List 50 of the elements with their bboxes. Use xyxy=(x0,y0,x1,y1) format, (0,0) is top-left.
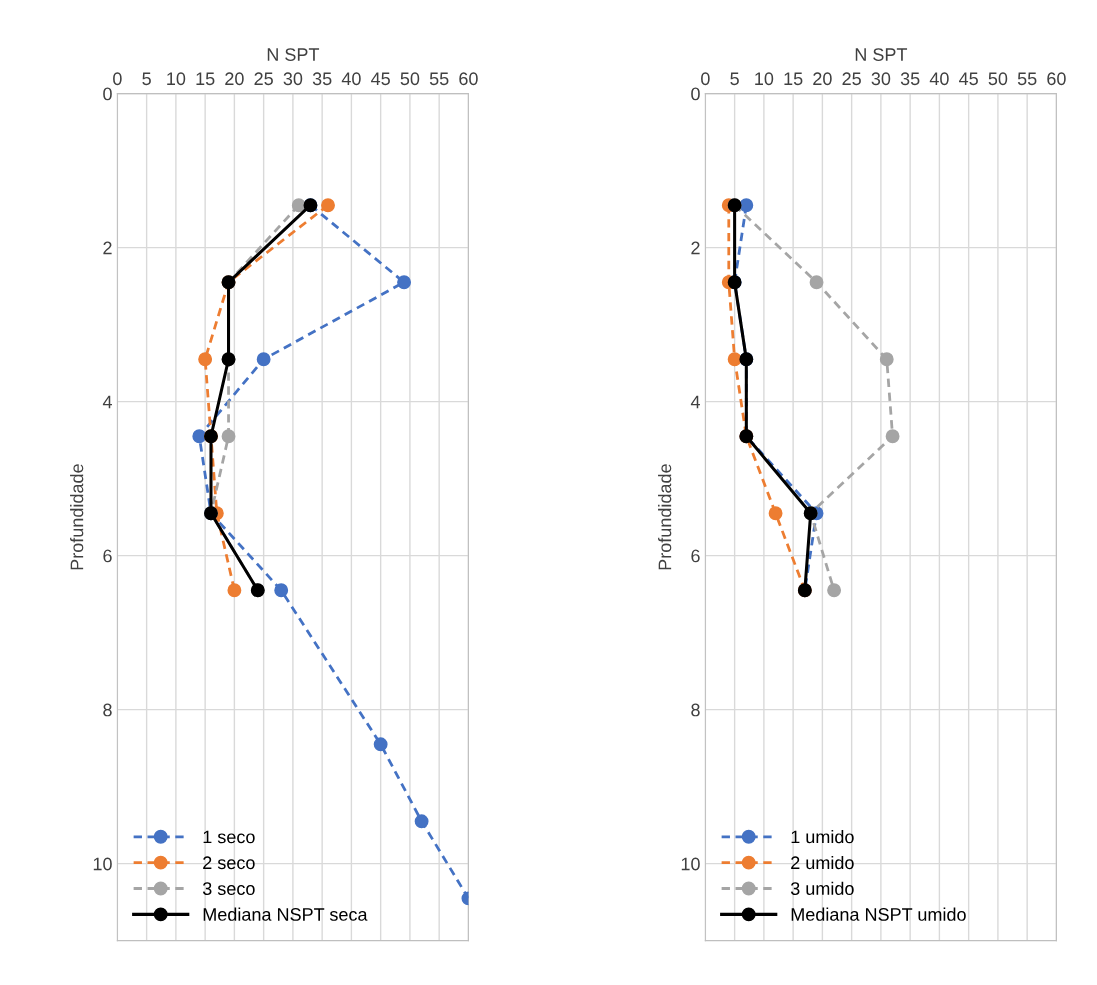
x-tick-label: 10 xyxy=(167,72,186,86)
x-tick-label: 15 xyxy=(784,72,803,86)
y-tick-label: 4 xyxy=(102,395,112,409)
x-tick-label: 60 xyxy=(459,72,478,86)
legend-label: 1 seco xyxy=(203,830,255,844)
legend-label: 1 umido xyxy=(791,830,854,844)
x-tick-label: 50 xyxy=(400,72,420,86)
x-tick-label: 15 xyxy=(196,72,215,86)
x-tick-label: 40 xyxy=(929,72,949,86)
x-tick-label: 60 xyxy=(1047,72,1066,86)
y-tick-label: 8 xyxy=(103,703,112,717)
y-axis-title: Profundidade xyxy=(70,464,84,570)
x-tick-label: 10 xyxy=(755,72,774,86)
x-tick-label: 40 xyxy=(341,72,361,86)
x-tick-label: 45 xyxy=(371,72,390,86)
x-tick-label: 35 xyxy=(312,72,332,86)
x-axis-title: N SPT xyxy=(267,48,320,61)
x-tick-label: 5 xyxy=(730,72,739,86)
x-tick-label: 5 xyxy=(142,72,151,86)
x-tick-label: 35 xyxy=(900,72,920,86)
legend-label: 2 seco xyxy=(203,856,255,870)
legend-label: 3 seco xyxy=(202,882,255,895)
y-tick-label: 0 xyxy=(691,87,700,101)
x-tick-label: 45 xyxy=(959,72,978,86)
y-tick-label: 4 xyxy=(690,395,700,409)
x-tick-label: 30 xyxy=(871,72,891,86)
legend-label: Mediana NSPT seca xyxy=(203,907,368,921)
x-tick-label: 20 xyxy=(225,72,244,86)
x-axis-title: N SPT xyxy=(855,48,908,61)
x-tick-label: 25 xyxy=(254,72,273,86)
x-tick-label: 50 xyxy=(988,72,1008,86)
y-tick-label: 2 xyxy=(691,241,700,255)
y-tick-label: 6 xyxy=(691,549,700,563)
y-tick-label: 10 xyxy=(681,857,700,871)
y-tick-label: 6 xyxy=(103,549,112,563)
legend-label: 2 umido xyxy=(791,855,854,870)
x-tick-label: 30 xyxy=(283,72,303,86)
y-axis-title: Profundidade xyxy=(658,464,672,570)
y-tick-label: 0 xyxy=(103,87,112,101)
y-tick-label: 10 xyxy=(93,857,112,871)
y-tick-label: 8 xyxy=(691,703,700,717)
legend-label: Mediana NSPT umido xyxy=(791,907,966,921)
x-tick-label: 25 xyxy=(842,72,861,86)
x-tick-label: 0 xyxy=(701,72,710,86)
x-tick-label: 55 xyxy=(429,72,449,86)
x-tick-label: 0 xyxy=(113,72,122,86)
y-tick-label: 2 xyxy=(103,241,112,255)
x-tick-label: 20 xyxy=(813,72,832,86)
legend-label: 3 umido xyxy=(790,881,854,895)
x-tick-label: 55 xyxy=(1017,72,1037,86)
